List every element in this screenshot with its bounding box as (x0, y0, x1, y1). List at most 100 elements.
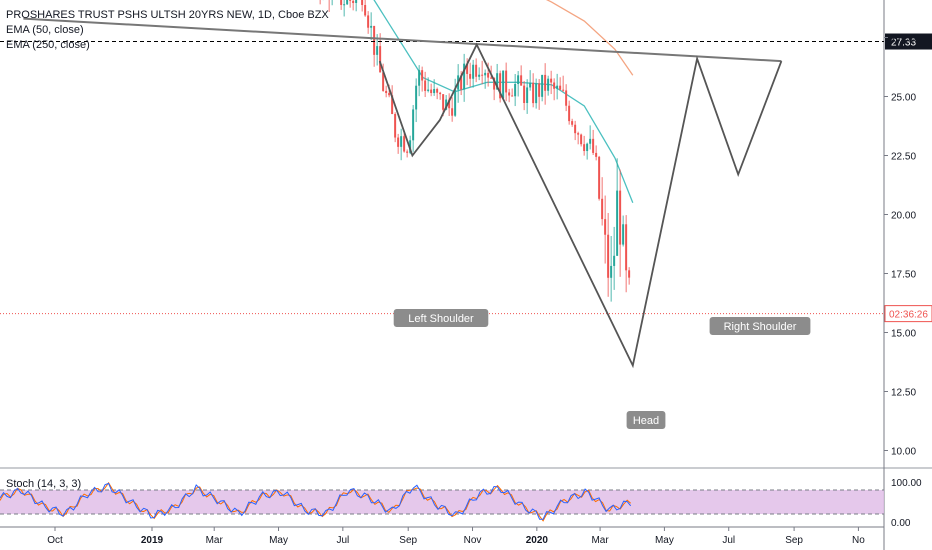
candle-body (415, 85, 418, 110)
candle-body (430, 89, 433, 94)
stoch-panel: 100.00 0.00 (0, 478, 922, 529)
indicator-ema250-label[interactable]: EMA (250, close) (6, 39, 90, 51)
candle-body (499, 73, 502, 99)
candle-body (547, 78, 550, 91)
countdown-badge: 02:36:26 (889, 310, 928, 321)
neckline-trend (23, 17, 782, 63)
stoch-tick-0: 0.00 (891, 518, 911, 529)
price-tick-label: 12.50 (891, 388, 916, 399)
candle-body (559, 85, 562, 90)
candle-body (532, 82, 535, 104)
candle-body (562, 89, 565, 91)
candle-body (382, 72, 385, 91)
time-tick-label: No (852, 535, 865, 546)
stoch-label[interactable]: Stoch (14, 3, 3) (6, 478, 82, 490)
candle-body (484, 72, 487, 76)
time-tick-label: Oct (47, 535, 63, 546)
candle-body (400, 136, 403, 147)
candle-body (403, 136, 406, 152)
candle-body (592, 138, 595, 153)
candle-body (493, 77, 496, 90)
time-tick-label: Mar (206, 535, 224, 546)
time-axis[interactable]: Oct 2019 Mar May Jul Sep Nov 2020 Mar May Jul Sep No (47, 527, 865, 546)
candle-body (394, 113, 397, 138)
candle-body (355, 0, 358, 3)
right-shoulder-label: Right Shoulder (724, 321, 797, 333)
head-shoulders-path (378, 42, 783, 369)
left-shoulder-label: Left Shoulder (408, 313, 474, 325)
time-tick-label: May (269, 535, 288, 546)
price-tick-label: 27.50 (891, 34, 916, 45)
candle-body (553, 82, 556, 89)
candle-body (391, 95, 394, 114)
price-tick-label: 17.50 (891, 270, 916, 281)
chart-title: PROSHARES TRUST PSHS ULTSH 20YRS NEW, 1D… (6, 9, 329, 21)
candle-body (463, 63, 466, 90)
candle-body (466, 63, 469, 74)
candle-body (472, 64, 475, 79)
candle-body (535, 83, 538, 104)
candle-body (379, 46, 382, 73)
candle-body (625, 224, 628, 271)
candle-body (628, 270, 631, 278)
ema-50-path (373, 0, 634, 203)
time-tick-label: May (655, 535, 674, 546)
candle-body (550, 78, 553, 83)
candle-body (613, 255, 616, 266)
time-tick-label: 2020 (526, 535, 549, 546)
candle-body (610, 265, 613, 278)
candle-body (346, 0, 349, 5)
candle-body (427, 89, 430, 91)
candle-body (424, 80, 427, 91)
candle-body (505, 70, 508, 93)
candle-body (511, 95, 514, 97)
candle-body (442, 94, 445, 110)
candle-body (376, 46, 379, 55)
price-axis[interactable]: 10.00 12.50 15.00 17.50 20.00 22.50 25.00 27.50… (884, 0, 916, 458)
candle-body (595, 152, 598, 157)
candle-body (421, 70, 424, 81)
candle-body (514, 84, 517, 97)
candle-body (616, 190, 619, 256)
candle-body (571, 121, 574, 125)
candle-body (589, 138, 592, 144)
candle-body (373, 25, 376, 55)
ema-50-line (373, 0, 634, 203)
candle-body (433, 89, 436, 94)
candle-body (412, 109, 415, 141)
price-tick-label: 15.00 (891, 329, 916, 340)
candle-body (436, 89, 439, 93)
candle-body (487, 72, 490, 78)
time-tick-label: Jul (722, 535, 735, 546)
neckline-badge-bg (885, 33, 932, 50)
candle-body (460, 75, 463, 90)
candle-body (343, 4, 346, 6)
annotations: Left Shoulder Head Right Shoulder (393, 309, 811, 429)
candle-body (586, 143, 589, 152)
stoch-k-line (0, 482, 632, 520)
candle-body (580, 134, 583, 145)
price-tick-label: 25.00 (891, 93, 916, 104)
stoch-tick-100: 100.00 (891, 478, 922, 489)
candle-body (388, 93, 391, 96)
candle-body (598, 156, 601, 199)
candle-body (568, 105, 571, 122)
candle-body (448, 99, 451, 109)
candle-body (538, 83, 541, 97)
candle-body (601, 198, 604, 220)
candle-body (604, 219, 607, 235)
candle-body (526, 87, 529, 104)
candle-body (367, 15, 370, 28)
candle-body (529, 82, 532, 88)
candle-body (520, 75, 523, 86)
candle-body (502, 70, 505, 99)
price-tick-label: 10.00 (891, 447, 916, 458)
candle-body (451, 108, 454, 116)
indicator-ema50-label[interactable]: EMA (50, close) (6, 24, 84, 36)
candle-body (565, 90, 568, 106)
time-tick-label: Nov (464, 535, 482, 546)
time-tick-label: 2019 (141, 535, 164, 546)
